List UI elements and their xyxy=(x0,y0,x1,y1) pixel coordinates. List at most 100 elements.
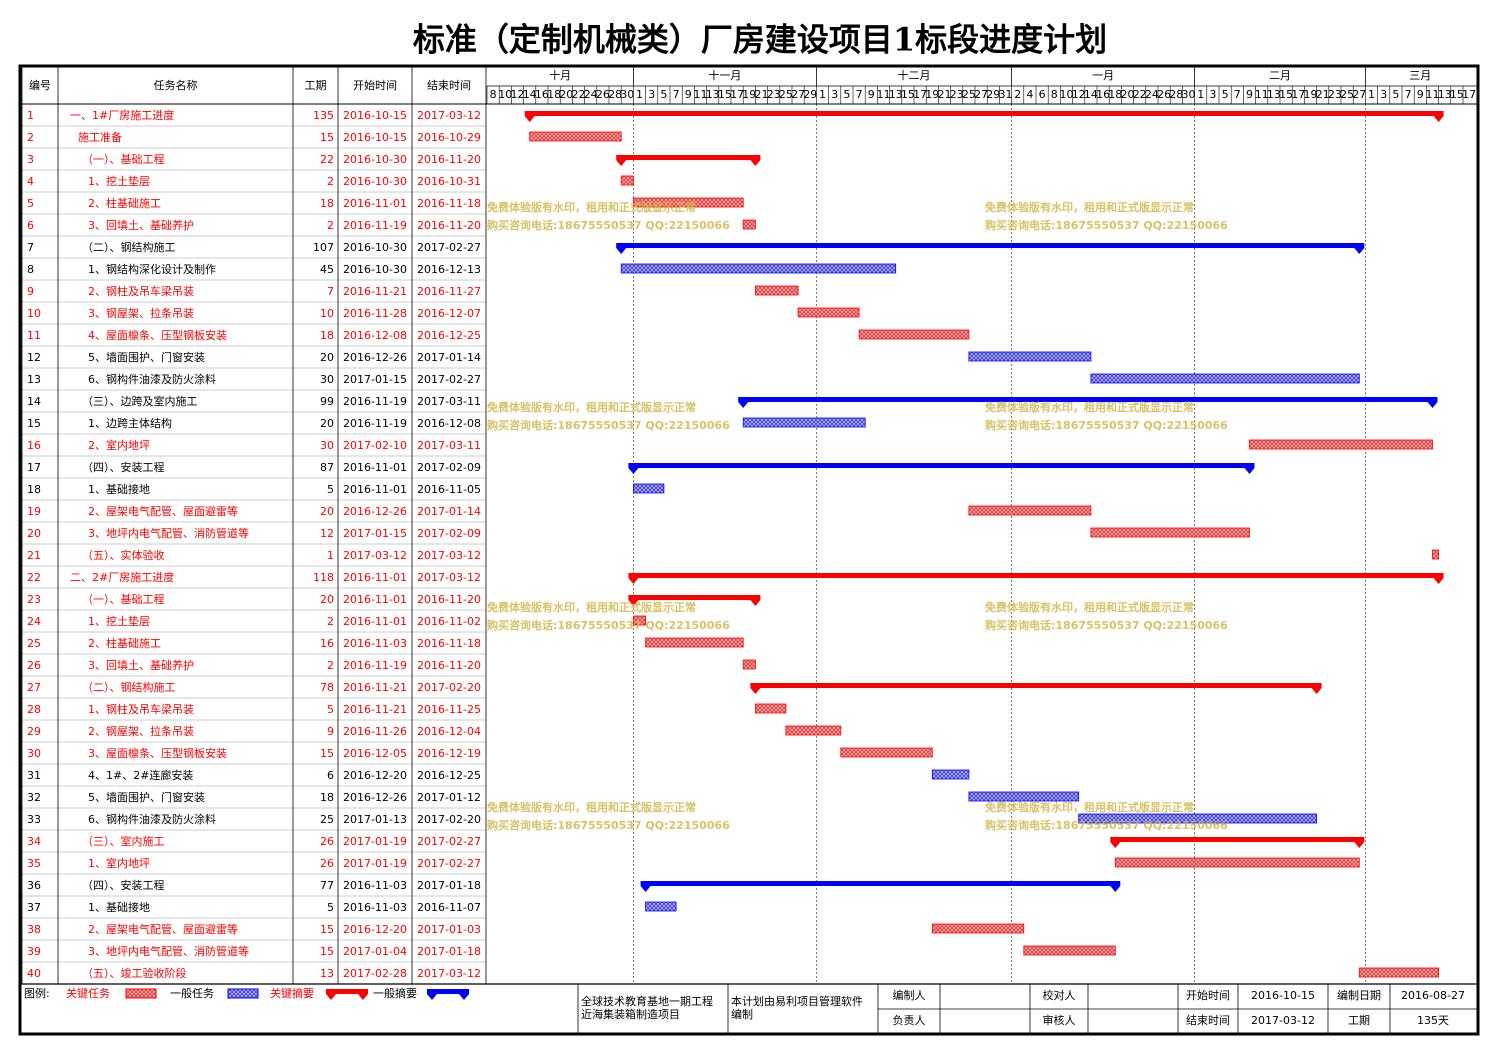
task-name: （四）、安装工程 xyxy=(82,878,165,892)
summary-bar xyxy=(750,683,1322,694)
summary-bar xyxy=(524,111,1444,122)
task-start: 2016-12-05 xyxy=(343,747,407,760)
task-end: 2016-12-08 xyxy=(417,417,481,430)
task-end: 2017-02-27 xyxy=(417,373,481,386)
task-duration: 15 xyxy=(320,747,334,760)
day-label: 25 xyxy=(1340,88,1354,101)
task-bar xyxy=(1090,373,1360,384)
task-bar xyxy=(645,637,744,648)
task-duration: 15 xyxy=(320,945,334,958)
task-name: （二）、钢结构施工 xyxy=(82,680,176,694)
task-duration: 15 xyxy=(320,923,334,936)
day-label: 22 xyxy=(1133,88,1147,101)
task-bar xyxy=(633,197,744,208)
day-label: 1 xyxy=(819,88,826,101)
task-start: 2016-11-03 xyxy=(343,879,407,892)
task-bar xyxy=(968,351,1092,362)
day-label: 20 xyxy=(559,88,573,101)
day-label: 21 xyxy=(755,88,769,101)
task-duration: 2 xyxy=(327,615,334,628)
software-note: 编制 xyxy=(731,1007,753,1021)
day-label: 8 xyxy=(490,88,497,101)
day-label: 7 xyxy=(1234,88,1241,101)
task-bar xyxy=(968,791,1080,802)
task-bar xyxy=(645,901,677,912)
task-end: 2016-12-07 xyxy=(417,307,481,320)
summary-bar xyxy=(616,243,1365,254)
day-label: 17 xyxy=(1462,88,1476,101)
task-bar xyxy=(1358,967,1440,978)
day-label: 3 xyxy=(1209,88,1216,101)
task-duration: 45 xyxy=(320,263,334,276)
task-duration: 26 xyxy=(320,835,334,848)
signature-label: 负责人 xyxy=(893,1013,926,1027)
day-label: 11 xyxy=(1255,88,1269,101)
watermark: 购买咨询电话:18675550537 QQ:22150066 xyxy=(487,418,730,432)
day-label: 9 xyxy=(685,88,692,101)
frame xyxy=(18,64,1480,1036)
legend-label: 一般摘要 xyxy=(373,986,417,1000)
title: 标准（定制机械类）厂房建设项目1标段进度计划 xyxy=(413,21,1107,59)
task-name: 1、钢结构深化设计及制作 xyxy=(88,262,216,276)
task-name: 6、钢构件油漆及防火涂料 xyxy=(88,812,216,826)
task-duration: 22 xyxy=(320,153,334,166)
row-id: 36 xyxy=(27,879,41,892)
summary-bar xyxy=(628,463,1255,474)
day-label: 24 xyxy=(1145,88,1159,101)
task-name: （二）、钢结构施工 xyxy=(82,240,176,254)
task-name: （三）、边跨及室内施工 xyxy=(82,394,198,408)
day-label: 25 xyxy=(962,88,976,101)
task-name: 2、柱基础施工 xyxy=(88,636,161,650)
day-label: 23 xyxy=(950,88,964,101)
task-bar xyxy=(742,659,756,670)
day-label: 27 xyxy=(1352,88,1366,101)
task-duration: 99 xyxy=(320,395,334,408)
day-label: 3 xyxy=(1380,88,1387,101)
task-bar xyxy=(755,285,799,296)
signature-label: 校对人 xyxy=(1043,988,1076,1002)
day-label: 27 xyxy=(974,88,988,101)
row-id: 38 xyxy=(27,923,41,936)
day-label: 15 xyxy=(901,88,915,101)
day-label: 21 xyxy=(1316,88,1330,101)
task-name: 施工准备 xyxy=(78,130,122,144)
task-duration: 77 xyxy=(320,879,334,892)
month-label: 一月 xyxy=(1092,69,1114,82)
task-start: 2016-11-01 xyxy=(343,615,407,628)
task-name: （一）、基础工程 xyxy=(82,593,165,606)
task-end: 2016-11-18 xyxy=(417,637,481,650)
task-end: 2017-01-03 xyxy=(417,923,481,936)
task-end: 2016-12-25 xyxy=(417,329,481,342)
day-label: 5 xyxy=(1392,88,1399,101)
day-label: 21 xyxy=(938,88,952,101)
task-bar xyxy=(797,307,860,318)
task-start: 2016-11-26 xyxy=(343,725,407,738)
task-name: 二、2#厂房施工进度 xyxy=(70,570,174,584)
row-id: 34 xyxy=(27,835,41,848)
task-duration: 1 xyxy=(327,549,334,562)
task-start: 2016-12-20 xyxy=(343,923,407,936)
legend-swatch xyxy=(427,989,469,1000)
task-bar xyxy=(1432,549,1439,560)
task-end: 2016-11-27 xyxy=(417,285,481,298)
day-label: 29 xyxy=(986,88,1000,101)
summary-bar xyxy=(1110,837,1365,848)
task-name: （三）、室内施工 xyxy=(82,834,165,848)
task-bar xyxy=(968,505,1092,516)
row-id: 11 xyxy=(27,329,41,342)
task-name: 1、基础接地 xyxy=(88,483,150,496)
day-label: 17 xyxy=(730,88,744,101)
task-bar xyxy=(742,417,866,428)
day-label: 12 xyxy=(1072,88,1086,101)
signature-label: 编制人 xyxy=(893,988,926,1002)
row-id: 40 xyxy=(27,967,41,980)
task-start: 2016-11-01 xyxy=(343,461,407,474)
task-name: 2、屋架电气配管、屋面避雷等 xyxy=(88,922,238,936)
day-label: 23 xyxy=(767,88,781,101)
task-name: 1、边跨主体结构 xyxy=(88,416,172,430)
task-bar xyxy=(858,329,970,340)
day-label: 1 xyxy=(1368,88,1375,101)
task-name: （五）、实体验收 xyxy=(82,548,165,562)
task-end: 2017-02-20 xyxy=(417,813,481,826)
day-label: 14 xyxy=(1084,88,1098,101)
